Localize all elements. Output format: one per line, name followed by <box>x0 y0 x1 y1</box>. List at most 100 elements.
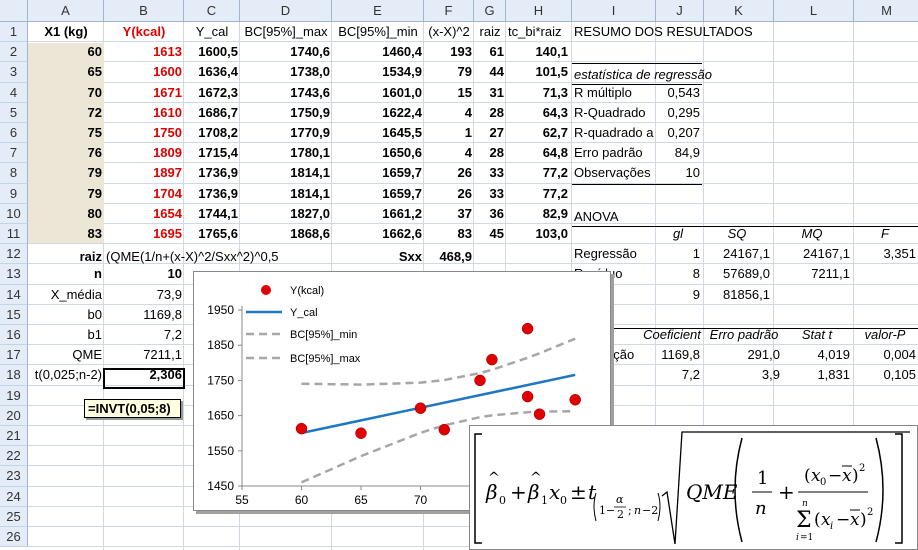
cell-dx2[interactable]: 4 <box>464 145 472 161</box>
cell-dx2[interactable]: 83 <box>457 226 472 241</box>
cell-bc-max[interactable]: 1814,1 <box>290 185 330 201</box>
row-header-21[interactable]: 21 <box>0 426 28 447</box>
reg-label[interactable]: R múltiplo <box>574 84 632 100</box>
cell-tc[interactable]: 82,9 <box>542 205 568 221</box>
row-header-25[interactable]: 25 <box>0 506 28 527</box>
coef-label[interactable]: eção <box>606 347 635 363</box>
row-header-14[interactable]: 14 <box>0 284 28 305</box>
cell-raiz[interactable]: 28 <box>489 104 504 120</box>
cell-bc-max[interactable]: 1738,0 <box>290 64 330 80</box>
coef-p[interactable]: 0,105 <box>883 367 916 383</box>
cell-ycal[interactable]: 1765,6 <box>198 226 238 241</box>
anova-label[interactable]: Regressão <box>574 246 637 262</box>
cell-raiz[interactable]: 61 <box>489 44 504 60</box>
column-header-l[interactable]: L <box>774 0 854 22</box>
cell-ycal[interactable]: 1715,4 <box>198 145 238 161</box>
anova-header[interactable]: F <box>881 226 889 241</box>
row-header-7[interactable]: 7 <box>0 143 28 164</box>
header-bc-max[interactable]: BC[95%]_max <box>244 24 328 39</box>
column-header-g[interactable]: G <box>474 0 506 22</box>
row-header-24[interactable]: 24 <box>0 486 28 507</box>
row-header-10[interactable]: 10 <box>0 203 28 224</box>
cell-x[interactable]: 72 <box>87 104 102 120</box>
cell-x[interactable]: 79 <box>87 185 102 201</box>
column-header-e[interactable]: E <box>332 0 424 22</box>
cell-ycal[interactable]: 1686,7 <box>198 104 238 120</box>
cell-bc-min[interactable]: 1534,9 <box>382 64 422 80</box>
cell-y[interactable]: 1600 <box>153 64 182 80</box>
cell-tc[interactable]: 71,3 <box>542 84 568 100</box>
cell-bc-min[interactable]: 1661,2 <box>382 205 422 221</box>
header-tc[interactable]: tc_bi*raiz <box>508 24 562 39</box>
coef-value[interactable]: 7,2 <box>681 367 700 383</box>
row-header-2[interactable]: 2 <box>0 42 28 63</box>
anova-header[interactable]: gl <box>672 226 684 241</box>
row-header-17[interactable]: 17 <box>0 345 28 366</box>
column-header-j[interactable]: J <box>656 0 704 22</box>
anova-title[interactable]: ANOVA <box>574 209 619 224</box>
stat-label[interactable]: X_média <box>50 286 102 302</box>
coef-p[interactable]: 0,004 <box>883 347 916 363</box>
cell-bc-max[interactable]: 1868,6 <box>290 226 330 241</box>
column-header-c[interactable]: C <box>184 0 240 22</box>
reg-value[interactable]: 10 <box>685 165 700 181</box>
cell-raiz[interactable]: 27 <box>489 125 504 140</box>
row-header-3[interactable]: 3 <box>0 62 28 83</box>
row-header-11[interactable]: 11 <box>0 224 28 245</box>
cell-y[interactable]: 1610 <box>153 104 182 120</box>
reg-value[interactable]: 0,543 <box>667 84 700 100</box>
column-header-b[interactable]: B <box>104 0 184 22</box>
anova-mq[interactable]: 24167,1 <box>803 246 850 262</box>
header-x1[interactable]: X1 (kg) <box>44 24 88 39</box>
cell-bc-max[interactable]: 1740,6 <box>290 44 330 60</box>
reg-value[interactable]: 0,295 <box>667 104 700 120</box>
coef-t[interactable]: 1,831 <box>817 367 850 383</box>
cell-raiz[interactable]: 33 <box>489 185 504 201</box>
cell-y[interactable]: 1695 <box>153 226 182 241</box>
column-header-i[interactable]: I <box>572 0 656 22</box>
row-header-18[interactable]: 18 <box>0 365 28 386</box>
row-header-6[interactable]: 6 <box>0 123 28 144</box>
cell-bc-min[interactable]: 1460,4 <box>382 44 422 60</box>
cell-dx2[interactable]: 1 <box>464 125 472 140</box>
header-ycal[interactable]: Y_cal <box>195 24 229 39</box>
column-header-h[interactable]: H <box>506 0 572 22</box>
row-header-4[interactable]: 4 <box>0 82 28 103</box>
coef-header[interactable]: valor-P <box>864 327 906 342</box>
stat-label[interactable]: QME <box>72 347 102 363</box>
cell-raiz[interactable]: 45 <box>489 226 504 241</box>
cell-bc-min[interactable]: 1650,6 <box>382 145 422 161</box>
cell-bc-max[interactable]: 1814,1 <box>290 165 330 181</box>
cell-y[interactable]: 1809 <box>153 145 182 161</box>
reg-value[interactable]: 0,207 <box>667 125 700 140</box>
coef-se[interactable]: 291,0 <box>747 347 780 363</box>
cell-ycal[interactable]: 1636,4 <box>198 64 238 80</box>
active-cell-b18[interactable] <box>103 368 185 389</box>
anova-sq[interactable]: 24167,1 <box>723 246 770 262</box>
row-header-9[interactable]: 9 <box>0 183 28 204</box>
cell-y[interactable]: 1750 <box>153 125 182 140</box>
stat-value[interactable]: 7211,1 <box>143 347 182 363</box>
summary-title[interactable]: RESUMO DOS RESULTADOS <box>574 24 753 39</box>
anova-header[interactable]: MQ <box>801 226 823 241</box>
cell-bc-min[interactable]: 1601,0 <box>382 84 422 100</box>
select-all-corner[interactable] <box>0 0 28 22</box>
anova-gl[interactable]: 1 <box>692 246 700 262</box>
cell-raiz[interactable]: 33 <box>489 165 504 181</box>
cell-x[interactable]: 79 <box>87 165 102 181</box>
cell-tc[interactable]: 64,8 <box>542 145 568 161</box>
row-header-1[interactable]: 1 <box>0 22 28 43</box>
cell-bc-max[interactable]: 1780,1 <box>290 145 330 161</box>
header-dx2[interactable]: (x-X)^2 <box>428 24 470 39</box>
reg-label[interactable]: Observações <box>574 165 651 181</box>
reg-label[interactable]: Erro padrão <box>574 145 643 161</box>
cell-x[interactable]: 75 <box>87 125 102 140</box>
row-header-15[interactable]: 15 <box>0 304 28 325</box>
stat-value[interactable]: 1169,8 <box>143 306 182 322</box>
cell-ycal[interactable]: 1744,1 <box>198 205 238 221</box>
anova-gl[interactable]: 9 <box>692 286 700 302</box>
column-header-a[interactable]: A <box>28 0 104 22</box>
cell-dx2[interactable]: 193 <box>450 44 472 60</box>
raiz-label[interactable]: raiz <box>79 249 102 264</box>
row-header-19[interactable]: 19 <box>0 385 28 406</box>
